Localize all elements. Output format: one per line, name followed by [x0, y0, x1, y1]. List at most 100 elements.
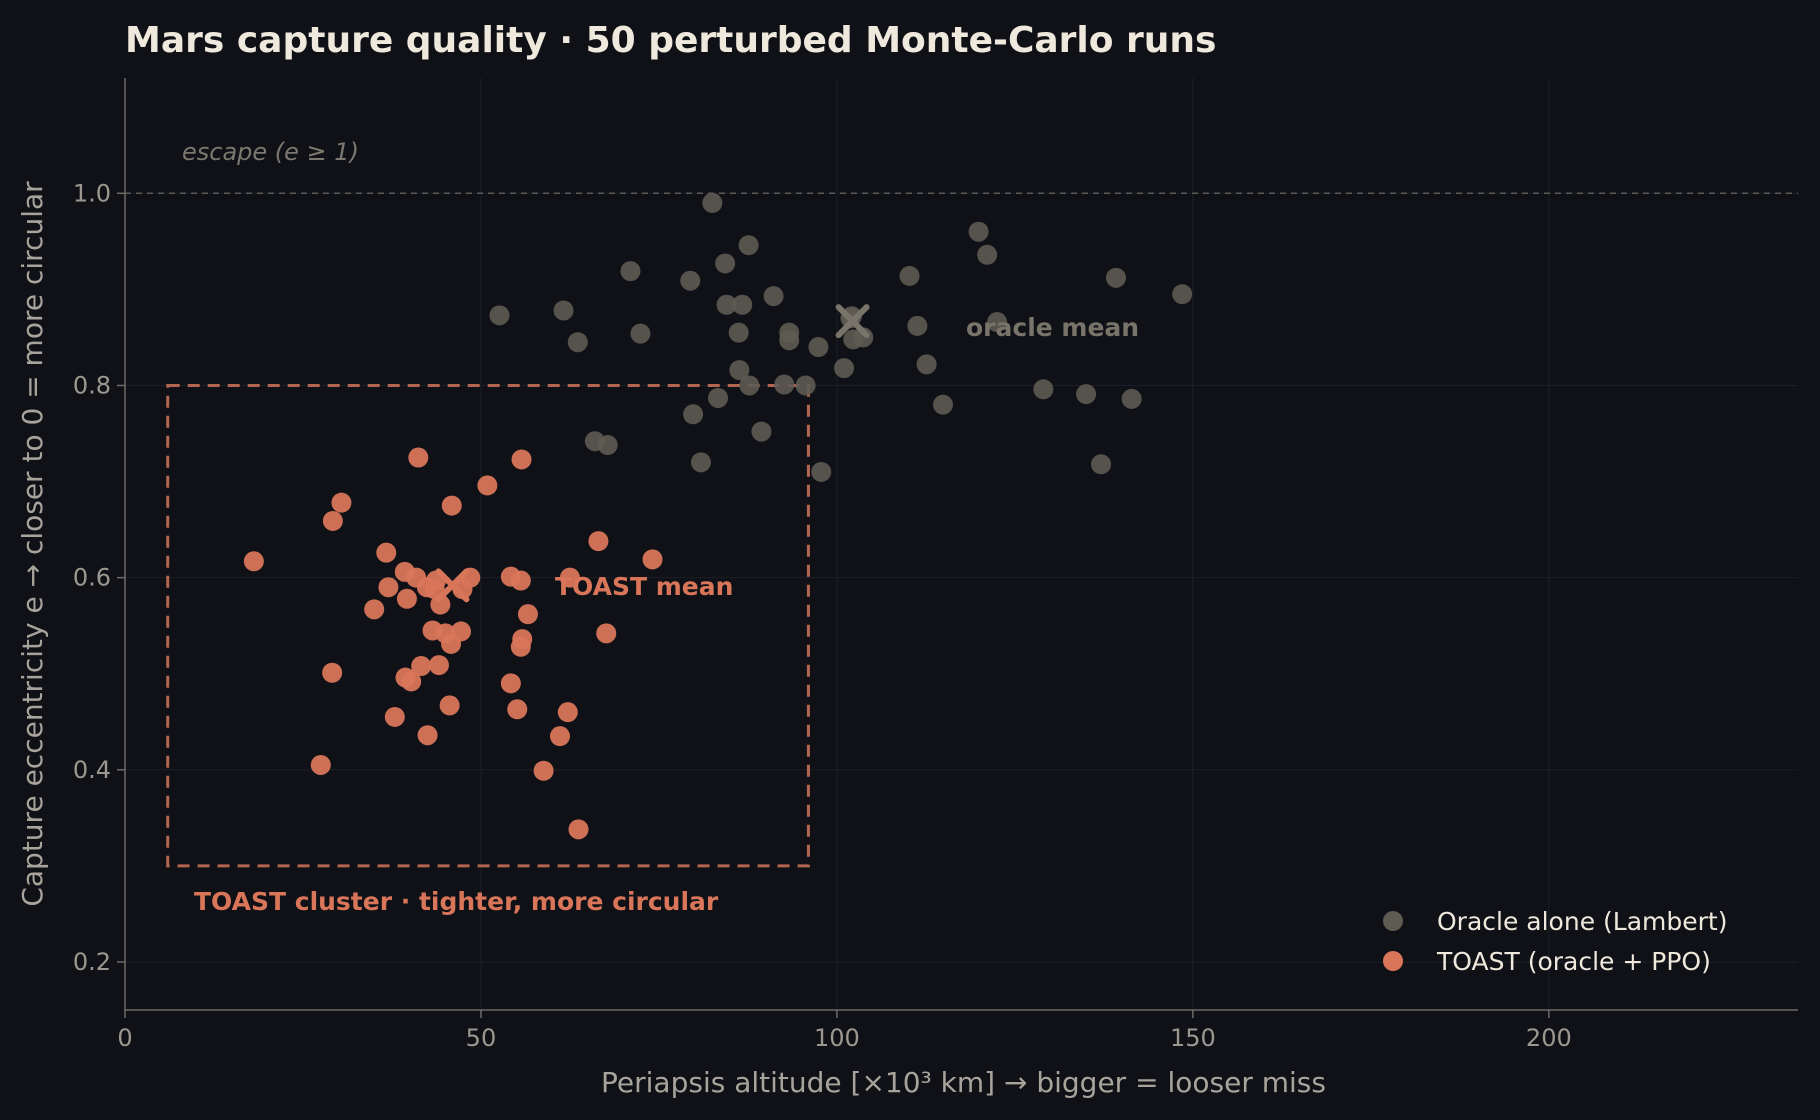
- legend-marker-toast: [1383, 951, 1403, 971]
- legend-label-toast: TOAST (oracle + PPO): [1436, 947, 1711, 976]
- y-tick-label: 0.8: [73, 371, 111, 399]
- toast-point: [642, 549, 663, 570]
- oracle-point: [1091, 454, 1112, 475]
- oracle-point: [916, 354, 937, 375]
- oracle-point: [1105, 267, 1126, 288]
- toast-point: [376, 542, 397, 563]
- oracle-mean-stroke: [835, 304, 870, 339]
- oracle-point: [1172, 284, 1193, 305]
- x-tick-label: 0: [117, 1024, 132, 1052]
- oracle-point: [683, 404, 704, 425]
- toast-point: [428, 655, 449, 676]
- y-tick-label: 1.0: [73, 179, 111, 207]
- toast-mean-marker: [435, 568, 470, 603]
- y-tick-label: 0.2: [73, 948, 111, 976]
- oracle-point: [968, 221, 989, 242]
- oracle-point: [1076, 384, 1097, 405]
- mean-markers: oracle mean TOAST mean: [435, 304, 1139, 603]
- oracle-point: [715, 253, 736, 274]
- toast-mean-label: TOAST mean: [555, 572, 733, 601]
- x-tick-label: 150: [1170, 1024, 1216, 1052]
- oracle-point: [751, 421, 772, 442]
- oracle-point: [680, 270, 701, 291]
- toast-mean-stroke: [435, 568, 470, 603]
- oracle-point: [738, 235, 759, 256]
- axis-ticks: 0 50 100 150 200 0.2 0.4 0.6 0.8 1.0: [73, 179, 1572, 1052]
- toast-point: [451, 621, 472, 642]
- oracle-point: [763, 286, 784, 307]
- oracle-point: [702, 192, 723, 213]
- toast-point: [510, 570, 531, 591]
- x-tick-label: 200: [1526, 1024, 1572, 1052]
- toast-point: [517, 604, 538, 625]
- oracle-point: [795, 375, 816, 396]
- toast-point: [310, 754, 331, 775]
- toast-point: [378, 577, 399, 598]
- toast-point: [557, 702, 578, 723]
- toast-point: [396, 588, 417, 609]
- oracle-point: [1121, 388, 1142, 409]
- toast-point: [549, 726, 570, 747]
- oracle-point: [808, 337, 829, 358]
- oracle-point: [811, 461, 832, 482]
- oracle-point: [489, 305, 510, 326]
- chart-title: Mars capture quality · 50 perturbed Mont…: [125, 20, 1216, 61]
- oracle-point: [779, 330, 800, 351]
- data-points: [243, 192, 1193, 840]
- oracle-point: [899, 265, 920, 286]
- toast-point: [596, 623, 617, 644]
- toast-point: [411, 656, 432, 677]
- y-tick-label: 0.6: [73, 564, 111, 592]
- oracle-point: [853, 327, 874, 348]
- oracle-point: [728, 322, 749, 343]
- toast-point: [331, 492, 352, 513]
- oracle-point: [708, 387, 729, 408]
- oracle-point: [987, 312, 1008, 333]
- grid: [124, 78, 1798, 1010]
- y-axis-label: Capture eccentricity e → closer to 0 = m…: [16, 181, 49, 907]
- toast-point: [559, 567, 580, 588]
- oracle-point: [553, 300, 574, 321]
- legend-label-oracle: Oracle alone (Lambert): [1437, 907, 1727, 936]
- toast-point: [322, 510, 343, 531]
- toast-point: [533, 760, 554, 781]
- x-tick-label: 100: [814, 1024, 860, 1052]
- toast-point: [477, 475, 498, 496]
- toast-point: [511, 449, 532, 470]
- toast-point: [430, 594, 451, 615]
- oracle-point: [834, 358, 855, 379]
- oracle-mean-marker: [835, 304, 870, 339]
- toast-cluster-box: [166, 383, 810, 868]
- toast-point: [512, 629, 533, 650]
- oracle-point: [729, 360, 750, 381]
- x-axis-label: Periapsis altitude [×10³ km] → bigger = …: [601, 1066, 1326, 1099]
- toast-point: [417, 725, 438, 746]
- escape-label: escape (e ≥ 1): [182, 138, 359, 166]
- toast-point: [441, 495, 462, 516]
- oracle-point: [690, 452, 711, 473]
- toast-point: [500, 673, 521, 694]
- oracle-point: [630, 323, 651, 344]
- toast-point: [384, 706, 405, 727]
- oracle-point: [567, 332, 588, 353]
- legend-marker-oracle: [1383, 911, 1403, 931]
- oracle-point: [1033, 379, 1054, 400]
- toast-point: [364, 599, 385, 620]
- toast-point: [568, 819, 589, 840]
- toast-point: [439, 695, 460, 716]
- toast-cluster-label: TOAST cluster · tighter, more circular: [194, 887, 719, 916]
- toast-point: [507, 699, 528, 720]
- toast-point: [243, 551, 264, 572]
- oracle-point: [716, 294, 737, 315]
- y-tick-label: 0.4: [73, 756, 111, 784]
- oracle-point: [620, 261, 641, 282]
- oracle-point: [597, 435, 618, 456]
- toast-point: [408, 447, 429, 468]
- oracle-mean-label: oracle mean: [966, 313, 1139, 342]
- x-tick-label: 50: [466, 1024, 497, 1052]
- oracle-point: [732, 294, 753, 315]
- toast-point: [401, 671, 422, 692]
- toast-point: [588, 531, 609, 552]
- oracle-point: [932, 394, 953, 415]
